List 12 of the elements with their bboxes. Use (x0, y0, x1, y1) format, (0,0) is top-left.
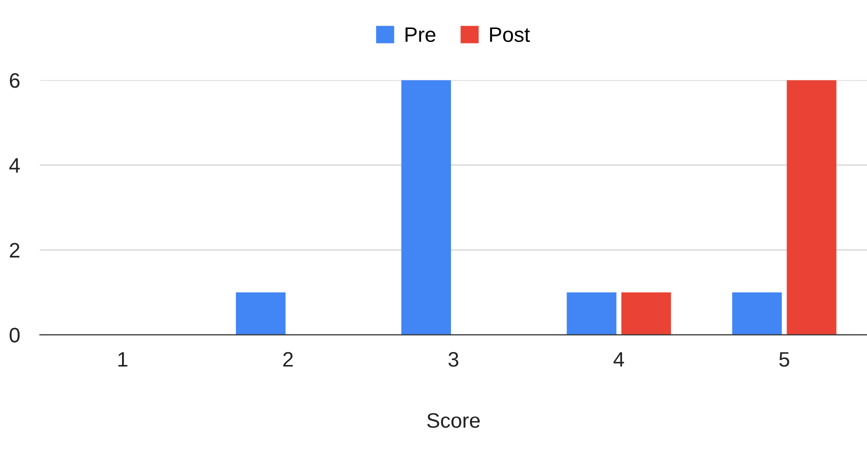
x-tick-label: 4 (614, 352, 624, 367)
y-tick-label: 2 (10, 242, 20, 258)
x-axis-title: Score (427, 413, 480, 428)
x-tick-label: 3 (448, 352, 458, 367)
y-tick-label: 6 (10, 73, 20, 88)
legend-label: Post (490, 27, 530, 42)
y-tick-label: 0 (10, 328, 20, 343)
y-tick-label: 4 (9, 158, 20, 173)
x-tick-label: 1 (118, 352, 128, 367)
x-tick-label: 2 (283, 352, 293, 367)
legend-label: Pre (406, 27, 436, 42)
x-tick-label: 5 (779, 352, 790, 367)
